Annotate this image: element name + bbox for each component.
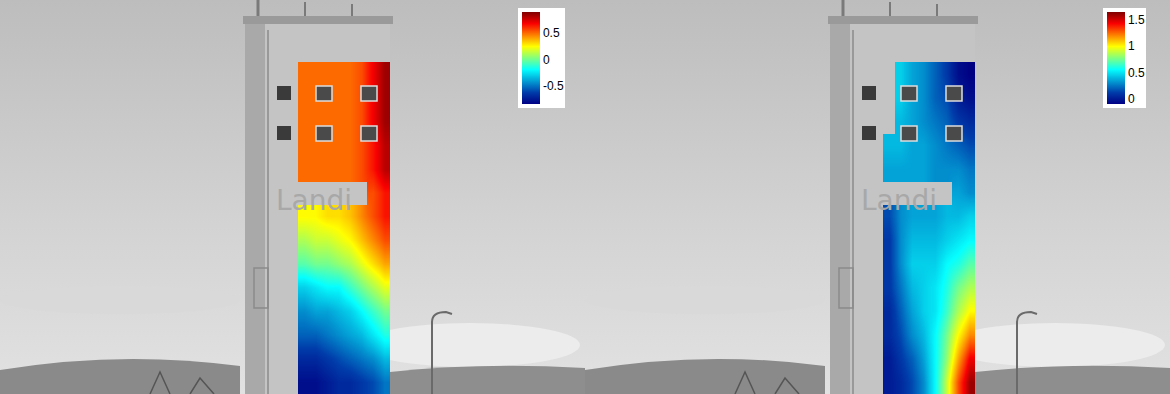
svg-text:0: 0 — [1128, 92, 1135, 106]
svg-text:Landi: Landi — [861, 184, 937, 217]
svg-text:1.5: 1.5 — [1128, 13, 1145, 27]
svg-text:-0.5: -0.5 — [543, 79, 564, 93]
svg-text:1: 1 — [1128, 39, 1135, 53]
svg-text:0.5: 0.5 — [543, 26, 560, 40]
svg-text:0.5: 0.5 — [1128, 66, 1145, 80]
svg-text:Landi: Landi — [276, 184, 352, 217]
svg-text:0: 0 — [543, 53, 550, 67]
